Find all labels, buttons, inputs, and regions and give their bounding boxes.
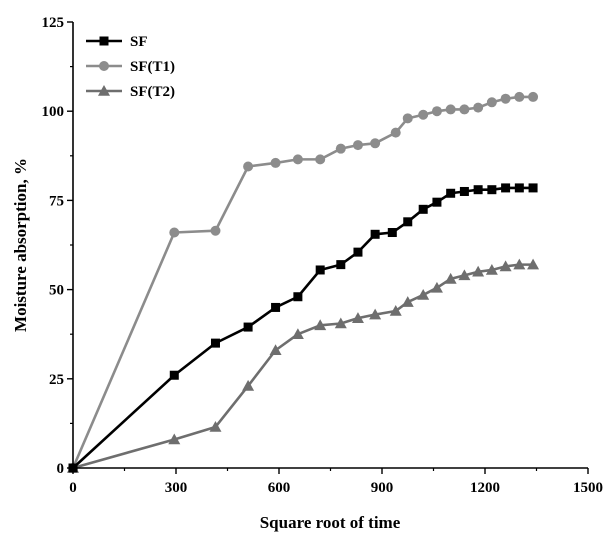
data-point bbox=[430, 281, 443, 293]
data-point bbox=[210, 225, 221, 236]
data-point bbox=[500, 93, 511, 104]
axes-layer: 0 300 600 900 1200 1500 0 25 50 75 100 125 bbox=[42, 15, 604, 496]
data-point bbox=[370, 138, 381, 149]
legend: SF SF(T1) SF(T2) bbox=[86, 34, 175, 100]
legend-marker bbox=[98, 85, 110, 96]
data-point bbox=[513, 258, 526, 270]
data-point bbox=[210, 338, 220, 348]
series-line bbox=[72, 186, 534, 469]
x-tick-label: 300 bbox=[165, 480, 188, 496]
x-tick-label: 900 bbox=[371, 480, 394, 496]
y-tick-label: 75 bbox=[49, 193, 64, 209]
data-point bbox=[431, 106, 442, 117]
series-layer bbox=[67, 91, 540, 473]
data-point bbox=[528, 91, 539, 102]
data-point bbox=[169, 227, 180, 238]
x-tick-label: 0 bbox=[69, 480, 77, 496]
data-point bbox=[486, 97, 497, 108]
y-axis-title: Moisture absorption, % bbox=[11, 158, 30, 332]
x-tick-label: 600 bbox=[268, 480, 291, 496]
series-line bbox=[71, 95, 534, 469]
data-point bbox=[353, 247, 363, 257]
data-point bbox=[387, 228, 397, 238]
data-point bbox=[291, 328, 304, 339]
data-point bbox=[352, 140, 363, 151]
data-point bbox=[169, 370, 179, 380]
legend-item: SF(T2) bbox=[86, 84, 175, 100]
data-point bbox=[472, 265, 485, 277]
x-axis-title: Square root of time bbox=[260, 513, 401, 532]
data-point bbox=[514, 183, 524, 193]
data-point bbox=[528, 183, 538, 193]
data-point bbox=[370, 229, 380, 239]
data-point bbox=[314, 319, 327, 331]
data-point bbox=[527, 258, 540, 270]
y-tick-label: 100 bbox=[42, 104, 65, 120]
data-point bbox=[445, 104, 456, 115]
data-point bbox=[369, 308, 382, 320]
data-point bbox=[270, 157, 281, 168]
data-point bbox=[336, 260, 346, 270]
y-tick-label: 125 bbox=[42, 15, 65, 31]
series-sf-t1 bbox=[68, 91, 539, 473]
y-tick-label: 50 bbox=[49, 283, 64, 299]
data-point bbox=[243, 161, 254, 172]
data-point bbox=[389, 305, 402, 316]
data-point bbox=[444, 272, 457, 284]
data-point bbox=[402, 113, 413, 124]
data-point bbox=[473, 102, 484, 113]
data-point bbox=[501, 183, 511, 193]
data-point bbox=[446, 188, 456, 198]
legend-item: SF(T1) bbox=[86, 59, 175, 75]
legend-label: SF bbox=[130, 34, 148, 50]
data-point bbox=[403, 217, 413, 227]
data-point bbox=[334, 317, 347, 329]
data-point bbox=[243, 322, 253, 332]
data-point bbox=[390, 127, 401, 138]
x-tick-label: 1200 bbox=[470, 480, 500, 496]
data-point bbox=[459, 186, 469, 196]
data-point bbox=[401, 296, 414, 307]
legend-item: SF bbox=[86, 34, 148, 50]
legend-marker bbox=[99, 36, 109, 46]
data-point bbox=[168, 433, 181, 445]
data-point bbox=[271, 302, 281, 312]
data-point bbox=[269, 344, 282, 356]
x-tick-label: 1500 bbox=[573, 480, 603, 496]
data-point bbox=[418, 109, 429, 120]
legend-label: SF(T2) bbox=[130, 84, 175, 100]
series-sf-t2 bbox=[67, 258, 540, 473]
data-point bbox=[473, 185, 483, 195]
data-point bbox=[417, 288, 430, 300]
y-tick-label: 0 bbox=[57, 461, 65, 477]
data-point bbox=[209, 420, 222, 432]
data-point bbox=[485, 263, 498, 275]
legend-marker bbox=[99, 61, 109, 71]
data-point bbox=[292, 154, 303, 165]
data-point bbox=[315, 154, 326, 165]
data-point bbox=[315, 265, 325, 275]
y-tick-label: 25 bbox=[49, 372, 64, 388]
data-point bbox=[499, 260, 512, 272]
data-point bbox=[514, 91, 525, 102]
data-point bbox=[335, 143, 346, 154]
data-point bbox=[418, 204, 428, 214]
series-sf bbox=[68, 183, 538, 473]
series-line bbox=[72, 263, 534, 470]
data-point bbox=[487, 185, 497, 195]
data-point bbox=[458, 269, 471, 281]
data-point bbox=[351, 312, 364, 323]
legend-label: SF(T1) bbox=[130, 59, 175, 75]
data-point bbox=[242, 379, 255, 391]
data-point bbox=[459, 104, 470, 115]
data-point bbox=[432, 197, 442, 207]
data-point bbox=[293, 292, 303, 302]
